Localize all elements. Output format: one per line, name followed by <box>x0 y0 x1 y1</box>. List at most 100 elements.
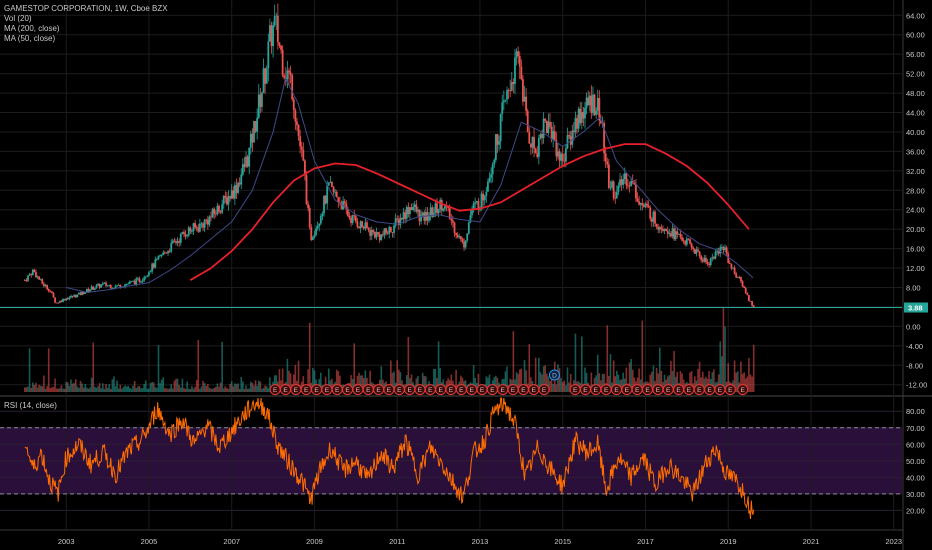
price-candle <box>620 179 623 185</box>
price-candle <box>716 251 718 252</box>
volume-bar <box>222 388 225 392</box>
volume-bar <box>460 375 462 392</box>
price-candle <box>649 207 652 219</box>
price-candle <box>442 208 445 211</box>
x-tick-label: 2019 <box>720 537 737 546</box>
earnings-marker: E <box>290 384 302 396</box>
price-candle <box>676 231 679 235</box>
volume-bar <box>261 388 263 392</box>
y-tick-label: 0.00 <box>906 322 921 331</box>
volume-bar <box>563 380 566 392</box>
price-candle <box>434 203 437 213</box>
volume-bar <box>28 348 31 392</box>
price-candle <box>194 223 197 228</box>
price-candle <box>447 206 450 209</box>
price-candle <box>681 237 683 241</box>
indicator-ma50-label[interactable]: MA (50, close) <box>4 34 56 43</box>
volume-bar <box>297 360 300 392</box>
price-candle <box>97 284 99 286</box>
volume-bar <box>148 388 150 392</box>
price-candle <box>214 213 217 215</box>
volume-bar <box>673 351 675 392</box>
volume-bar <box>660 370 663 392</box>
volume-bar <box>194 386 196 392</box>
price-candle <box>374 231 376 238</box>
price-candle <box>401 217 403 220</box>
rsi-label[interactable]: RSI (14, close) <box>4 401 57 410</box>
price-candle <box>78 292 80 295</box>
volume-bar <box>207 384 209 392</box>
price-candle <box>251 133 254 143</box>
last-price-label: 3.88 <box>908 304 923 313</box>
indicator-volume-label[interactable]: Vol (20) <box>4 14 32 23</box>
indicator-ma200-label[interactable]: MA (200, close) <box>4 24 60 33</box>
price-candle <box>448 208 451 219</box>
price-candle <box>490 174 493 178</box>
volume-bar <box>265 386 268 392</box>
volume-bar <box>208 387 211 392</box>
price-candle <box>389 227 392 233</box>
price-candle <box>135 278 138 285</box>
earnings-marker: E <box>414 384 426 396</box>
price-candle <box>323 195 325 214</box>
volume-bar <box>598 373 601 392</box>
volume-bar <box>73 383 75 392</box>
price-candle <box>305 175 308 205</box>
volume-bar <box>172 388 174 392</box>
volume-bar <box>224 386 227 392</box>
y-tick-label: 60.00 <box>906 31 925 40</box>
earnings-marker: E <box>600 384 612 396</box>
volume-bar <box>210 388 212 392</box>
volume-bar <box>103 388 106 392</box>
volume-bar <box>670 361 672 392</box>
earnings-marker: E <box>538 384 550 396</box>
price-candle <box>557 151 559 157</box>
volume-bar <box>200 386 203 392</box>
volume-bar <box>184 388 187 392</box>
price-candle <box>289 72 292 75</box>
price-candle <box>189 227 192 232</box>
symbol-title[interactable]: GAMESTOP CORPORATION, 1W, Cboe BZX <box>4 4 168 13</box>
price-candle <box>520 66 523 80</box>
price-candle <box>211 208 214 218</box>
volume-bar <box>464 380 467 392</box>
price-candle <box>187 227 190 236</box>
volume-bar <box>160 379 163 392</box>
price-candle <box>587 97 590 106</box>
volume-bar <box>76 386 79 392</box>
volume-bar <box>331 378 333 392</box>
price-candle <box>444 205 446 209</box>
rsi-line <box>24 397 755 520</box>
price-candle <box>409 207 411 215</box>
price-candle <box>44 285 47 287</box>
price-candle <box>385 228 387 233</box>
volume-bar <box>59 388 61 392</box>
ma200-line <box>189 143 750 281</box>
price-candle <box>235 185 238 193</box>
price-candle <box>698 251 701 256</box>
price-candle <box>394 218 397 226</box>
volume-bar <box>439 368 441 392</box>
price-candle <box>736 277 739 278</box>
price-candle <box>375 232 378 238</box>
price-candle <box>472 203 475 210</box>
earnings-marker: E <box>737 384 749 396</box>
price-candle <box>156 258 158 260</box>
price-candle <box>483 195 486 201</box>
volume-bar <box>302 376 305 392</box>
volume-bar <box>417 376 419 392</box>
price-candle <box>697 249 699 252</box>
volume-bar <box>203 382 206 392</box>
price-candle <box>85 288 88 293</box>
price-candle <box>219 211 222 213</box>
volume-bar <box>717 374 720 392</box>
price-candle <box>294 110 297 122</box>
volume-bar <box>719 341 722 392</box>
volume-bar <box>146 388 149 392</box>
price-candle <box>689 239 691 244</box>
volume-bar <box>565 385 567 392</box>
volume-bar <box>141 388 144 392</box>
earnings-marker-label: E <box>470 387 475 394</box>
price-candle <box>367 228 370 231</box>
